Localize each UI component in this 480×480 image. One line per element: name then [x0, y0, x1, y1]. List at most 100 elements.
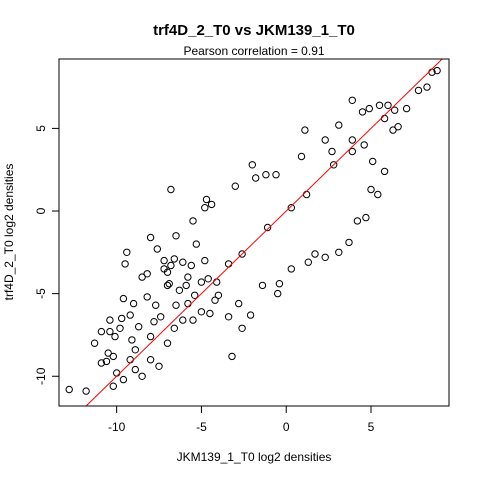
data-point [97, 327, 106, 336]
data-point [287, 265, 295, 273]
data-point [384, 101, 392, 110]
data-point [206, 309, 214, 318]
data-point [102, 357, 111, 366]
data-point [191, 291, 199, 299]
y-axis-label: trf4D_2_T0 log2 densities [2, 164, 16, 301]
data-point [163, 281, 172, 290]
points-layer [65, 66, 441, 395]
data-point [345, 238, 353, 247]
data-point [258, 281, 267, 290]
data-point [104, 349, 112, 357]
data-point [228, 352, 236, 361]
data-point [231, 182, 240, 190]
y-tick-label: -10 [34, 367, 48, 385]
data-point [65, 385, 73, 394]
data-point [116, 324, 124, 332]
data-point [152, 301, 160, 309]
data-point [335, 121, 343, 129]
data-point [358, 108, 367, 116]
data-point [348, 96, 356, 105]
y-tick-label: 5 [34, 125, 48, 132]
data-point [123, 248, 131, 257]
data-point [118, 314, 126, 323]
data-point [375, 101, 384, 110]
data-point [330, 161, 338, 169]
data-point [211, 296, 219, 304]
data-point [160, 256, 168, 265]
data-point [175, 286, 184, 294]
data-point [304, 258, 312, 266]
data-point [362, 213, 370, 222]
data-point [274, 289, 282, 298]
data-point [204, 275, 212, 283]
data-point [106, 316, 114, 324]
data-point [119, 294, 128, 303]
data-point [238, 324, 246, 332]
data-point [246, 311, 255, 319]
data-point [252, 174, 260, 182]
data-point [414, 86, 423, 95]
x-axis-label: JKM139_1_T0 log2 densities [177, 450, 332, 464]
data-point [224, 313, 233, 321]
data-point [328, 147, 336, 156]
data-point [128, 336, 136, 344]
data-point [170, 255, 179, 263]
data-point [353, 217, 362, 225]
y-tick-label: 0 [34, 207, 48, 214]
data-point [301, 126, 309, 134]
data-point [165, 280, 173, 288]
data-point [179, 258, 187, 266]
chart-subtitle: Pearson correlation = 0.91 [183, 44, 324, 58]
x-tick-label: -5 [196, 420, 207, 434]
data-point [311, 250, 319, 258]
x-axis: -10 -5 0 5 [108, 406, 375, 434]
data-point [235, 299, 243, 308]
data-point [263, 223, 272, 232]
data-point [192, 240, 201, 248]
data-point [182, 281, 190, 290]
data-point [111, 332, 119, 341]
data-point [374, 190, 382, 199]
data-point [335, 248, 343, 257]
data-point [106, 327, 114, 336]
data-point [184, 273, 192, 281]
data-point [189, 217, 197, 225]
data-point [97, 359, 106, 367]
data-point [135, 323, 143, 331]
data-point [433, 66, 441, 75]
data-point [157, 313, 165, 321]
data-point [153, 245, 162, 253]
data-point [138, 372, 146, 380]
data-point [402, 104, 411, 113]
data-point [143, 293, 151, 301]
data-point [201, 204, 209, 212]
data-point [170, 324, 179, 332]
data-point [187, 261, 196, 270]
data-point [391, 106, 399, 114]
data-point [167, 261, 175, 270]
data-point [287, 204, 295, 212]
data-point [197, 308, 206, 316]
data-point [126, 311, 134, 319]
x-tick-label: 5 [368, 420, 375, 434]
data-point [109, 352, 118, 361]
data-point [214, 291, 223, 299]
data-point [367, 185, 375, 194]
chart-title: trf4D_2_T0 vs JKM139_1_T0 [153, 22, 355, 39]
data-point [394, 123, 402, 131]
data-point [129, 299, 138, 308]
data-point [109, 382, 118, 390]
x-tick-label: -10 [108, 420, 126, 434]
data-point [179, 316, 187, 324]
data-point [146, 332, 155, 341]
data-point [348, 147, 356, 156]
data-point [121, 260, 129, 268]
data-point [248, 161, 257, 169]
data-point [272, 171, 280, 179]
data-point [360, 141, 368, 149]
data-point [321, 136, 329, 144]
data-point [143, 270, 151, 278]
plot-frame [58, 58, 450, 407]
